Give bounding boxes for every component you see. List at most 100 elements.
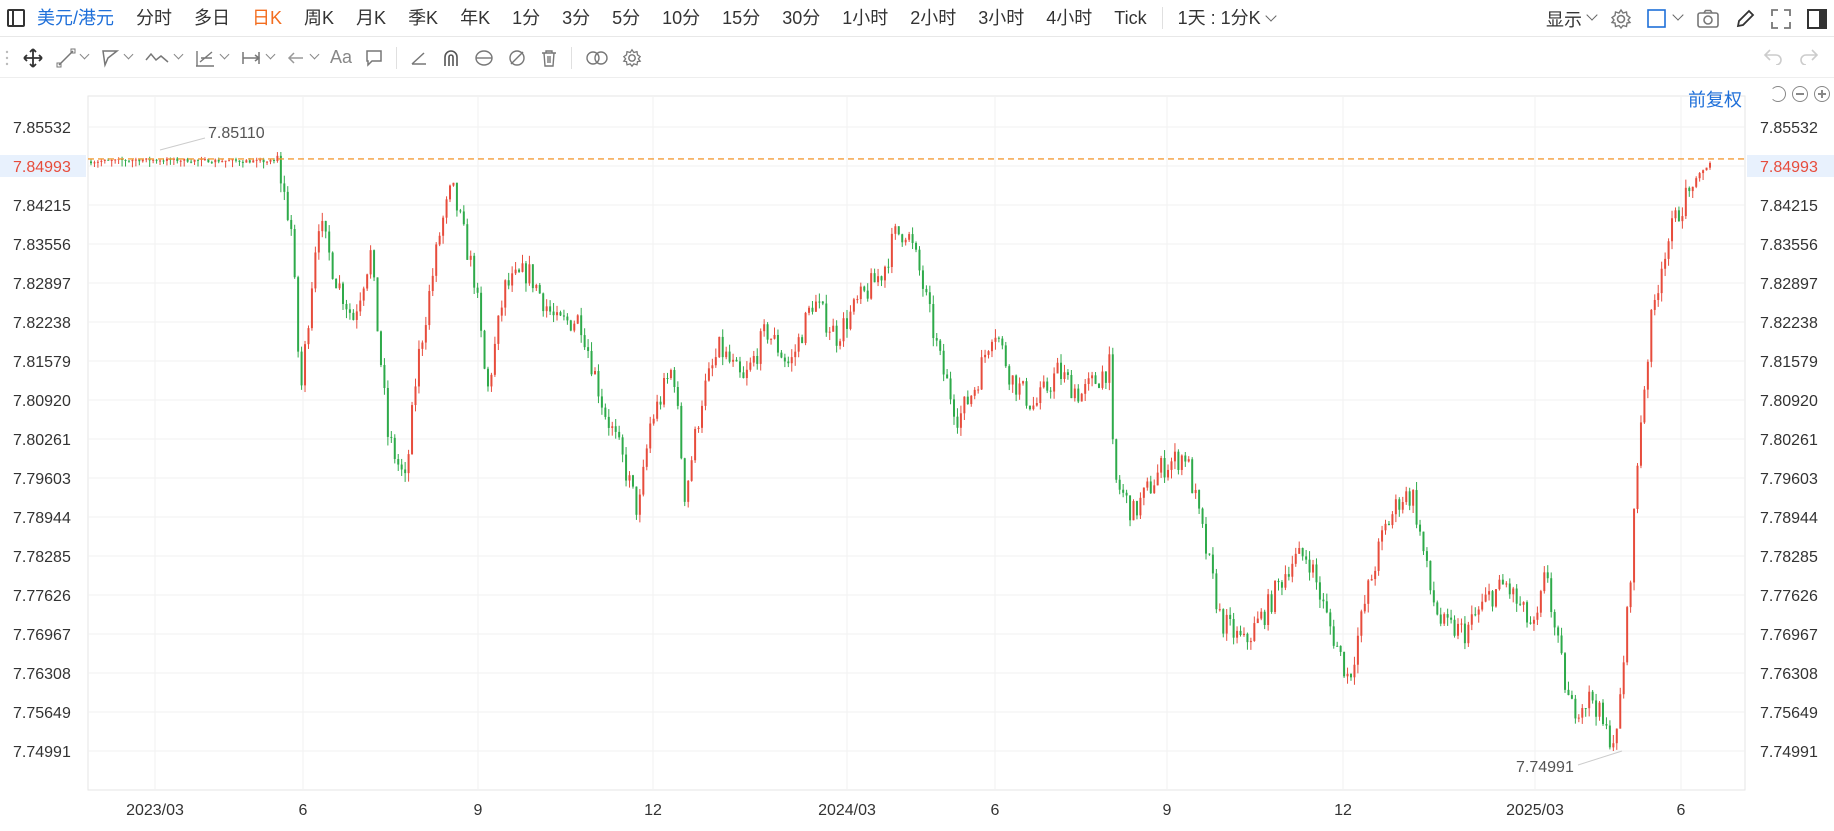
zoom-out-icon[interactable] [1792,86,1808,102]
period-tab-8[interactable]: 3分 [562,7,591,28]
redo-icon[interactable] [1798,47,1820,70]
period-tab-0[interactable]: 分时 [136,7,173,28]
candle-body [407,454,410,474]
magnet-icon[interactable] [435,38,467,78]
chevron-down-icon [123,49,134,60]
period-tab-17[interactable]: Tick [1114,7,1147,28]
fullscreen-icon[interactable] [1770,8,1792,30]
candle-body [1577,717,1580,719]
period-tab-1[interactable]: 多日 [194,7,231,28]
candle-body [480,292,483,331]
candle-body [549,306,552,312]
y-tick-label-left: 7.82238 [13,315,71,332]
candle-body [542,293,545,312]
period-tab-16[interactable]: 4小时 [1046,7,1093,28]
period-tab-13[interactable]: 1小时 [842,7,889,28]
candle-body [1636,465,1639,509]
candle-body [1332,626,1335,646]
period-tab-15[interactable]: 3小时 [978,7,1025,28]
candle-body [1488,591,1491,595]
compare-icon[interactable] [578,38,616,78]
candle-body [897,226,900,235]
drag-handle-icon[interactable] [0,38,16,78]
candle-body [134,159,137,161]
move-icon[interactable] [16,38,50,78]
candle-body [272,159,275,161]
candle-body [283,183,286,192]
candle-body [1215,573,1218,610]
reset-icon[interactable] [1770,86,1786,102]
pen-icon[interactable] [1734,8,1756,30]
candle-body [1322,599,1325,602]
arrow-left-icon[interactable] [280,38,324,78]
candle-body [176,158,179,161]
candle-body [442,217,445,236]
candle-body [497,315,500,344]
period-tab-4[interactable]: 月K [356,7,387,28]
y-tick-label-left: 7.78285 [13,549,71,566]
y-tick-label-right: 7.80920 [1760,393,1818,410]
candle-body [1329,612,1332,627]
candle-body [1087,378,1090,385]
period-tab-3[interactable]: 周K [304,7,335,28]
candle-body [1394,499,1397,515]
candle-body [1691,186,1694,192]
y-tick-label-left: 7.76308 [13,666,71,683]
candle-body [1557,627,1560,636]
angle-icon[interactable] [403,38,435,78]
adjust-type-button[interactable]: 前复权 [1688,90,1742,110]
candle-body [438,235,441,245]
undo-icon[interactable] [1762,47,1784,70]
fib-icon[interactable] [188,38,234,78]
period-tab-10[interactable]: 10分 [662,7,701,28]
gear-icon[interactable] [616,38,648,78]
chart-area[interactable]: 7.85532 7.85532 7.84993 7.84993 7.84215 7.842… [0,78,1834,831]
display-dropdown[interactable]: 显示 [1546,6,1598,32]
candle-body [1539,591,1542,613]
candle-body [1028,405,1031,410]
candle-body [801,337,804,344]
candle-body [449,185,452,200]
layout-square-icon[interactable] [1646,8,1684,30]
candle-body [1149,481,1152,494]
period-tab-12[interactable]: 30分 [782,7,821,28]
polygon-icon[interactable] [94,38,138,78]
candle-body [1015,375,1018,395]
lock-icon[interactable] [467,38,501,78]
panel-toggle-icon[interactable] [1806,8,1828,30]
candle-body [383,365,386,388]
candle-body [165,158,168,161]
period-tab-14[interactable]: 2小时 [910,7,957,28]
period-tab-6[interactable]: 年K [460,7,491,28]
candle-body [1305,556,1308,560]
wave-icon[interactable] [138,38,188,78]
candle-body [1097,383,1100,388]
candle-body [1163,458,1166,478]
candle-body [1429,560,1432,591]
candle-body [1591,691,1594,701]
symbol-label[interactable]: 美元/港元 [37,7,115,28]
candlestick-chart[interactable]: 7.85532 7.85532 7.84993 7.84993 7.84215 7.842… [0,78,1834,831]
period-tab-5[interactable]: 季K [408,7,439,28]
period-tab-11[interactable]: 15分 [722,7,761,28]
gear-icon[interactable] [1610,8,1632,30]
hide-drawings-icon[interactable] [501,38,533,78]
candle-body [186,158,189,162]
camera-icon[interactable] [1696,8,1720,30]
candle-body [1684,187,1687,217]
measure-icon[interactable] [234,38,280,78]
trend-line-icon[interactable] [50,38,94,78]
candle-body [366,274,369,289]
period-tab-2[interactable]: 日K [252,7,283,28]
period-tab-7[interactable]: 1分 [512,7,541,28]
candle-body [1035,403,1038,406]
range-select[interactable]: 1天 : 1分K [1167,0,1286,37]
candle-body [1201,508,1204,524]
period-tab-9[interactable]: 5分 [612,7,641,28]
zoom-in-icon[interactable] [1814,86,1830,102]
text-icon[interactable]: Aa [330,47,353,67]
candle-body [131,160,134,162]
trash-icon[interactable] [533,38,565,78]
comment-icon[interactable] [358,38,390,78]
sidebar-toggle-icon[interactable] [7,9,25,27]
